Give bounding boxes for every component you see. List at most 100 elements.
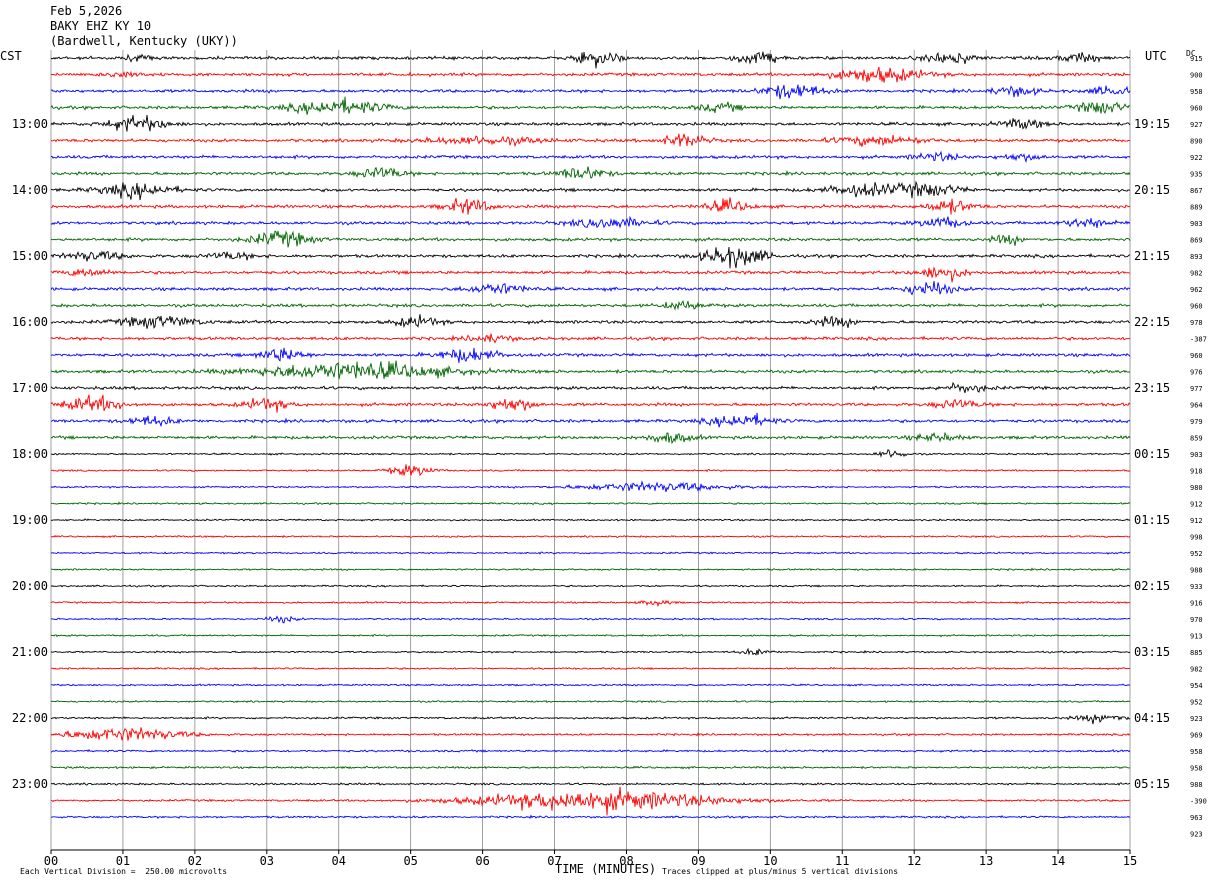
trace-row-35 [50,633,1131,638]
dc-value: 980 [1190,484,1203,492]
trace-row-44 [50,782,1131,786]
x-axis-ticks: 00 01 02 03 04 05 06 07 08 09 10 11 12 13 14 15 [44,850,1137,868]
right-hour-labels: 19:15 20:15 21:15 22:15 23:15 00:15 01:15 02:15… [1134,117,1170,791]
left-hour-label: 14:00 [12,183,48,197]
trace-row-15 [50,300,1131,311]
dc-value: 952 [1190,699,1203,707]
trace-row-22 [50,412,1131,428]
trace-row-33 [50,599,1131,608]
left-hour-label: 20:00 [12,579,48,593]
trace-row-24 [50,449,1131,458]
dc-value: 998 [1190,534,1203,542]
trace-row-25 [50,464,1131,477]
dc-value: 958 [1190,765,1203,773]
dc-value: 960 [1190,105,1203,113]
trace-row-21 [50,394,1131,413]
x-tick-label: 12 [907,854,921,868]
dc-value: 978 [1190,319,1203,327]
dc-value: 889 [1190,204,1203,212]
dc-offset-labels: 915 900 958 960 927 890 922 935 867 889 903 869 893 9… [1190,55,1207,839]
x-tick-label: 03 [260,854,274,868]
header-location: (Bardwell, Kentucky (UKY)) [50,34,238,48]
trace-row-10 [50,215,1131,229]
x-tick-label: 09 [691,854,705,868]
right-hour-label: 23:15 [1134,381,1170,395]
dc-value: 962 [1190,286,1203,294]
x-tick-label: 00 [44,854,58,868]
right-timezone: UTC [1145,49,1167,63]
dc-value: 923 [1190,715,1203,723]
trace-row-2 [50,84,1131,100]
trace-row-36 [50,647,1131,656]
trace-row-29 [50,534,1131,539]
dc-value: 963 [1190,814,1203,822]
dc-value: 922 [1190,154,1203,162]
dc-value: 912 [1190,517,1203,525]
x-tick-label: 11 [835,854,849,868]
seismic-traces [50,51,1131,819]
x-tick-label: 10 [763,854,777,868]
trace-row-18 [50,347,1131,363]
dc-value: 890 [1190,138,1203,146]
right-hour-label: 02:15 [1134,579,1170,593]
trace-row-41 [50,727,1131,741]
x-tick-label: 01 [116,854,130,868]
right-hour-label: 00:15 [1134,447,1170,461]
dc-value: 867 [1190,187,1203,195]
dc-value: 935 [1190,171,1203,179]
trace-row-4 [50,114,1131,132]
dc-value: 933 [1190,583,1203,591]
trace-row-37 [50,666,1131,671]
trace-row-6 [50,150,1131,164]
left-hour-label: 21:00 [12,645,48,659]
x-tick-label: 14 [1051,854,1065,868]
dc-value: 970 [1190,616,1203,624]
trace-row-0 [50,51,1131,69]
left-hour-label: 18:00 [12,447,48,461]
left-hour-label: 16:00 [12,315,48,329]
trace-row-11 [50,230,1131,248]
dc-value: 915 [1190,55,1203,63]
trace-row-38 [51,683,1131,687]
header-date: Feb 5,2026 [50,4,123,18]
dc-value: 900 [1190,72,1203,80]
dc-value: 960 [1190,352,1203,360]
right-hour-label: 21:15 [1134,249,1170,263]
dc-value: 964 [1190,402,1203,410]
trace-row-43 [50,765,1131,770]
trace-row-5 [50,133,1131,148]
trace-row-20 [50,381,1131,394]
right-hour-label: 05:15 [1134,777,1170,791]
trace-row-34 [50,615,1131,624]
header-station: BAKY EHZ KY 10 [50,19,152,33]
trace-row-9 [50,197,1131,215]
dc-value: 958 [1190,748,1203,756]
trace-row-40 [50,714,1131,725]
dc-value: 988 [1190,781,1203,789]
trace-row-27 [50,501,1131,506]
x-tick-label: 15 [1123,854,1137,868]
footer-vertical-division: Each Vertical Division = 250.00 microvol… [20,867,228,876]
dc-value: 913 [1190,633,1203,641]
dc-value: 859 [1190,435,1203,443]
trace-row-7 [50,166,1131,179]
x-tick-label: 07 [547,854,561,868]
dc-value: 923 [1190,831,1203,839]
x-tick-label: 06 [475,854,489,868]
x-tick-label: 04 [332,854,346,868]
dc-value: -387 [1190,336,1207,344]
dc-value: 918 [1190,468,1203,476]
trace-row-17 [50,333,1131,344]
trace-row-8 [51,180,1131,201]
dc-value: 952 [1190,550,1203,558]
trace-row-26 [50,480,1131,493]
dc-value: 958 [1190,88,1203,96]
dc-value: 903 [1190,451,1203,459]
trace-row-32 [50,584,1131,588]
dc-value: 969 [1190,732,1203,740]
dc-value: -390 [1190,798,1207,806]
x-tick-label: 05 [403,854,417,868]
trace-row-31 [50,567,1131,572]
left-timezone: CST [0,49,22,63]
